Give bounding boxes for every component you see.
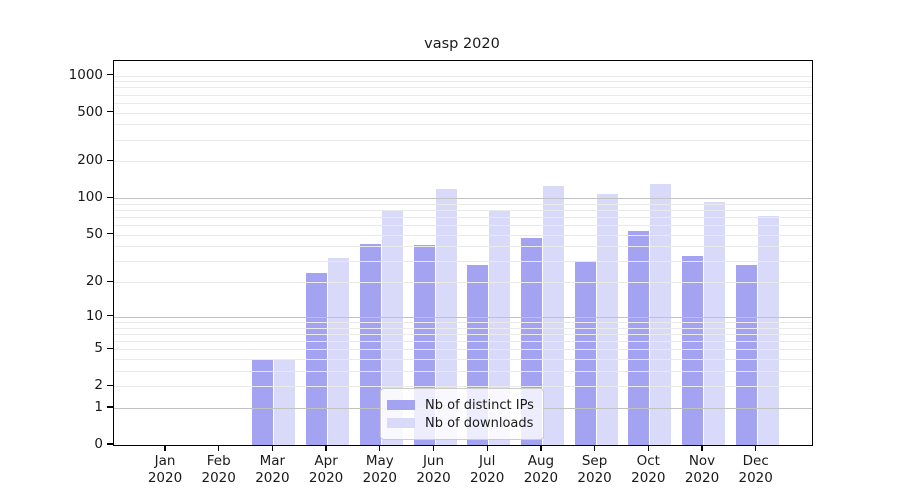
bar-downloads-apr [328, 258, 350, 445]
gridline-5 [114, 349, 812, 351]
bar-downloads-jun [435, 188, 457, 445]
x-axis-tick-mark [271, 445, 274, 451]
y-axis-tick-label-0: 0 [94, 436, 103, 452]
x-axis-tick-label-feb: Feb 2020 [201, 453, 236, 486]
x-axis-tick-mark [164, 445, 166, 451]
x-axis-tick-label-aug: Aug 2020 [523, 453, 559, 486]
gridline-40 [114, 246, 812, 248]
gridline-70 [114, 217, 812, 218]
gridline-3 [114, 370, 812, 372]
y-axis-tick-label-100: 100 [77, 189, 103, 206]
gridline-100 [114, 198, 812, 200]
y-axis-tick-mark [107, 315, 113, 317]
legend: Nb of distinct IPs Nb of downloads [380, 388, 544, 440]
bar-downloads-dec [757, 216, 779, 445]
gridline-1000 [114, 75, 812, 77]
y-axis-tick-mark [107, 196, 113, 198]
legend-swatch-downloads [387, 418, 415, 428]
y-axis-tick-mark [107, 233, 113, 235]
gridline-80 [114, 210, 812, 211]
gridline-500 [114, 112, 812, 114]
x-axis-tick-label-apr: Apr 2020 [308, 453, 344, 486]
gridline-600 [114, 102, 812, 104]
x-axis-tick-mark [755, 445, 757, 451]
bar-downloads-oct [650, 184, 672, 445]
x-axis-tick-mark [325, 445, 327, 451]
y-axis-tick-mark [107, 110, 113, 113]
y-axis-tick-mark [107, 280, 113, 282]
y-axis-tick-label-1000: 1000 [68, 66, 103, 83]
x-axis-tick-mark [701, 445, 703, 451]
x-axis-tick-label-jun: Jun 2020 [416, 453, 451, 486]
gridline-800 [114, 87, 812, 89]
legend-label: Nb of downloads [425, 415, 534, 431]
y-axis-tick-label-50: 50 [85, 225, 103, 242]
bar-distinct-ips-may [359, 243, 381, 445]
x-axis-tick-label-may: May 2020 [362, 453, 397, 486]
x-axis-tick-mark [593, 445, 596, 451]
y-axis-tick-label-10: 10 [85, 307, 103, 324]
legend-entry-distinct-ips: Nb of distinct IPs [387, 396, 534, 414]
x-axis-tick-label-jul: Jul 2020 [470, 453, 505, 486]
x-axis-tick-label-dec: Dec 2020 [738, 453, 773, 486]
gridline-7 [114, 333, 812, 335]
gridline-20 [114, 282, 812, 284]
y-axis-tick-mark [107, 384, 113, 386]
y-axis-tick-mark [107, 159, 113, 162]
x-axis-tick-label-oct: Oct 2020 [631, 453, 666, 486]
y-axis-tick-label-200: 200 [77, 152, 103, 169]
bar-downloads-mar [274, 358, 296, 445]
gridline-50 [114, 234, 812, 236]
y-axis-tick-mark [107, 406, 113, 408]
bar-downloads-aug [542, 185, 564, 445]
y-axis-tick-mark [107, 347, 113, 349]
gridline-9 [114, 321, 812, 323]
x-axis-tick-mark [647, 445, 649, 451]
x-axis-tick-mark [486, 445, 488, 451]
y-axis-tick-label-500: 500 [77, 103, 103, 120]
y-axis-tick-label-20: 20 [85, 273, 103, 290]
x-axis-tick-mark [432, 445, 435, 451]
gridline-8 [114, 327, 812, 329]
bar-distinct-ips-oct [628, 230, 650, 445]
gridline-200 [114, 161, 812, 163]
bar-downloads-nov [704, 202, 725, 445]
gridline-6 [114, 340, 812, 342]
legend-entry-downloads: Nb of downloads [387, 414, 533, 432]
y-axis-tick-mark [107, 73, 113, 76]
x-axis-tick-mark [540, 445, 542, 451]
legend-label: Nb of distinct IPs [425, 397, 534, 413]
x-axis-tick-label-nov: Nov 2020 [684, 453, 720, 486]
bar-distinct-ips-nov [682, 256, 703, 445]
x-axis-tick-mark [218, 445, 220, 451]
x-axis-tick-label-sep: Sep 2020 [577, 453, 612, 486]
gridline-700 [114, 94, 812, 96]
gridline-4 [114, 358, 812, 360]
bar-distinct-ips-sep [574, 261, 596, 445]
y-axis-tick-label-1: 1 [94, 398, 103, 415]
x-axis-tick-label-jan: Jan 2020 [147, 453, 183, 486]
bar-downloads-sep [596, 194, 618, 445]
legend-swatch-distinct-ips [387, 400, 415, 410]
gridline-900 [114, 81, 812, 83]
x-axis-tick-label-mar: Mar 2020 [255, 453, 290, 486]
y-axis-tick-mark [107, 443, 113, 445]
gridline-30 [114, 261, 812, 263]
gridline-60 [114, 225, 812, 227]
bar-distinct-ips-mar [252, 358, 274, 445]
gridline-400 [114, 124, 812, 126]
gridline-90 [114, 203, 812, 205]
gridline-300 [114, 139, 812, 141]
x-axis-tick-mark [379, 445, 381, 451]
y-axis-tick-label-5: 5 [94, 340, 103, 357]
gridline-10 [114, 316, 812, 318]
gridline-2 [114, 386, 812, 388]
chart-title: vasp 2020 [424, 36, 500, 52]
bar-distinct-ips-dec [735, 264, 757, 445]
y-axis-tick-label-2: 2 [94, 377, 103, 394]
